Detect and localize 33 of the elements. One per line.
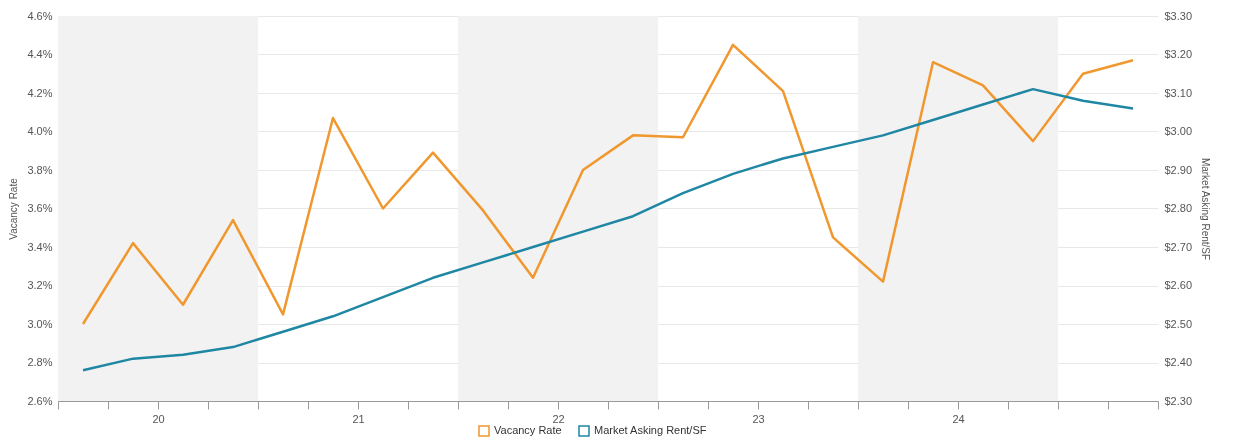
y-tick-label: 4.0%	[27, 125, 53, 137]
x-tick-label: 24	[952, 412, 965, 425]
legend-label: Vacancy Rate	[494, 424, 562, 436]
line-series	[81, 43, 1135, 326]
y2-tick-label: $3.30	[1164, 9, 1193, 22]
y2-tick-label: $2.50	[1164, 317, 1193, 330]
y-tick-label: 4.4%	[27, 48, 53, 60]
y2-tick-label: $3.00	[1164, 125, 1193, 137]
y-tick-label: 4.6%	[27, 9, 53, 22]
y2-tick-label: $3.20	[1164, 48, 1193, 60]
legend-label: Market Asking Rent/SF	[594, 424, 707, 436]
y2-tick-label: $2.80	[1164, 202, 1193, 214]
x-tick-label: 22	[552, 412, 565, 425]
y-tick-label: 2.8%	[27, 356, 53, 368]
y2-axis-title: Market Asking Rent/SF	[1200, 157, 1212, 261]
y-tick-label: 2.6%	[27, 394, 53, 407]
y-tick-label: 3.8%	[27, 163, 53, 176]
x-tick-label: 23	[752, 412, 765, 425]
x-tick-label: 20	[152, 412, 165, 425]
y2-tick-label: $2.60	[1164, 279, 1193, 291]
y2-tick-label: $2.70	[1164, 240, 1193, 253]
y-tick-label: 3.4%	[27, 240, 53, 253]
y-tick-label: 3.0%	[27, 317, 53, 330]
line-series	[81, 87, 1135, 372]
y-tick-label: 4.2%	[27, 86, 53, 99]
y2-tick-label: $2.30	[1164, 394, 1193, 407]
y2-tick-label: $2.90	[1164, 163, 1193, 176]
y2-tick-label: $2.40	[1164, 356, 1193, 368]
y-tick-label: 3.6%	[27, 202, 53, 214]
y-axis-title: Vacancy Rate	[8, 177, 20, 240]
y-tick-label: 3.2%	[27, 279, 53, 291]
y2-tick-label: $3.10	[1164, 86, 1193, 99]
x-tick-label: 21	[352, 412, 365, 425]
